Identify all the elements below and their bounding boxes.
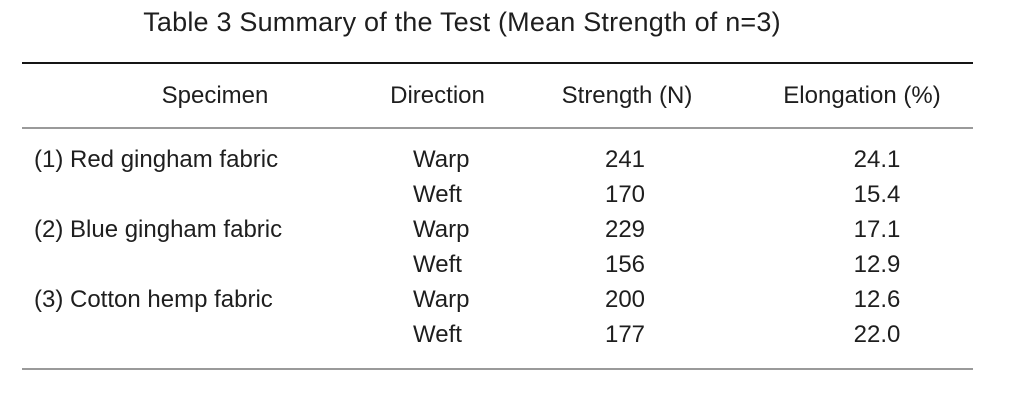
strength-cell: 156	[604, 250, 646, 278]
direction-cell: Warp	[413, 145, 470, 173]
top-rule	[22, 62, 973, 64]
header-rule	[22, 127, 973, 129]
bottom-rule	[22, 368, 973, 370]
column-header-direction: Direction	[390, 81, 485, 109]
table-header-row: Specimen Direction Strength (N) Elongati…	[22, 64, 973, 127]
elongation-cell: 24.1	[853, 145, 901, 173]
table-row: Weft 177 22.0	[22, 317, 973, 352]
elongation-cell: 15.4	[853, 180, 901, 208]
direction-cell: Weft	[413, 250, 462, 278]
direction-cell: Weft	[413, 320, 462, 348]
table-row: (1) Red gingham fabric Warp 241 24.1	[22, 142, 973, 177]
table-row: (3) Cotton hemp fabric Warp 200 12.6	[22, 282, 973, 317]
specimen-cell: (2) Blue gingham fabric	[34, 215, 283, 243]
elongation-cell: 12.9	[853, 250, 901, 278]
elongation-cell: 22.0	[853, 320, 901, 348]
table-row: Weft 156 12.9	[22, 247, 973, 282]
strength-cell: 229	[604, 215, 646, 243]
strength-cell: 177	[604, 320, 646, 348]
table-body: (1) Red gingham fabric Warp 241 24.1 Wef…	[22, 129, 973, 368]
elongation-cell: 17.1	[853, 215, 901, 243]
specimen-cell: (3) Cotton hemp fabric	[34, 285, 273, 313]
direction-cell: Weft	[413, 180, 462, 208]
direction-cell: Warp	[413, 215, 470, 243]
elongation-cell: 12.6	[853, 285, 901, 313]
table-row: (2) Blue gingham fabric Warp 229 17.1	[22, 212, 973, 247]
summary-table: Specimen Direction Strength (N) Elongati…	[22, 62, 973, 370]
strength-cell: 241	[604, 145, 646, 173]
table-row: Weft 170 15.4	[22, 177, 973, 212]
column-header-specimen: Specimen	[161, 81, 269, 109]
strength-cell: 170	[604, 180, 646, 208]
column-header-strength: Strength (N)	[561, 81, 693, 109]
strength-cell: 200	[604, 285, 646, 313]
specimen-cell: (1) Red gingham fabric	[34, 145, 279, 173]
direction-cell: Warp	[413, 285, 470, 313]
column-header-elongation: Elongation (%)	[783, 81, 941, 109]
table-title: Table 3 Summary of the Test (Mean Streng…	[143, 7, 781, 37]
